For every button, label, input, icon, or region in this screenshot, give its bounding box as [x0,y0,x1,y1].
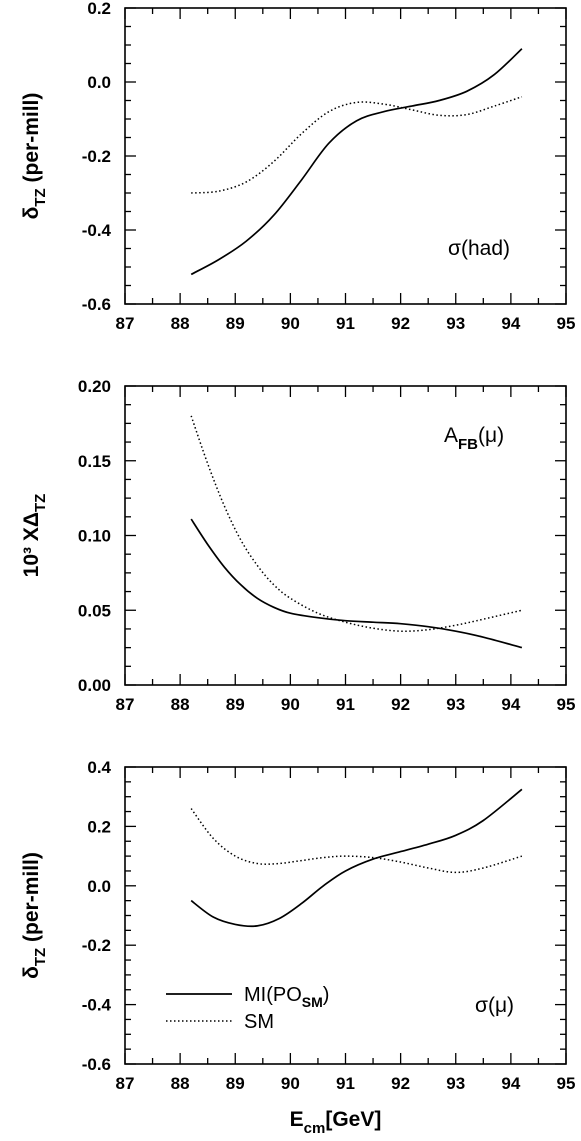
y-tick-label: 0.10 [78,527,111,546]
x-tick-label: 88 [171,1074,190,1093]
y-tick-label: 0.0 [87,877,111,896]
x-tick-label: 91 [336,695,355,714]
y-tick-label: 0.0 [87,73,111,92]
x-tick-label: 91 [336,1074,355,1093]
y-tick-label: -0.2 [82,936,111,955]
x-tick-label: 89 [226,1074,245,1093]
y-tick-label: -0.4 [82,996,112,1015]
y-axis-label: δTZ (per-mill) [20,93,49,220]
y-axis-label: 10³ XΔTZ [20,494,49,578]
y-tick-label: -0.2 [82,147,111,166]
panel-sigma-mu: 87 88 89 90 91 92 93 94 95 -0.6 -0.4 -0.2 0.0 0.2 0.4 δ… [20,758,575,1137]
y-tick-label: 0.00 [78,676,111,695]
x-tick-label: 94 [501,314,520,333]
y-axis-label: δTZ (per-mill) [20,852,49,979]
y-tick-label: 0.4 [87,758,111,777]
x-tick-label: 95 [557,695,576,714]
x-axis-label: Ecm[GeV] [290,1108,382,1137]
panel-annotation: σ(μ) [475,994,514,1017]
x-tick-label: 87 [116,695,135,714]
legend-label: MI(POSM) [244,984,329,1010]
series-line-dotted [191,96,523,194]
x-tick-label: 95 [557,1074,576,1093]
y-tick-label: -0.6 [82,295,111,314]
x-tick-label: 94 [501,695,520,714]
y-tick-label: 0.2 [87,817,111,836]
x-tick-label: 92 [391,314,410,333]
x-tick-label: 92 [391,695,410,714]
series-line-solid [190,518,523,649]
x-tick-label: 93 [446,695,465,714]
x-tick-label: 90 [281,695,300,714]
panel-afb-mu: 87 88 89 90 91 92 93 94 95 0.00 0.05 0.10 0.15 0.20 10… [20,377,575,714]
x-tick-label: 91 [336,314,355,333]
series-line-solid [190,788,523,928]
series-line-solid [190,48,523,276]
x-tick-label: 87 [116,1074,135,1093]
x-tick-label: 94 [501,1074,520,1093]
x-tick-label: 92 [391,1074,410,1093]
x-tick-label: 90 [281,1074,300,1093]
x-tick-label: 88 [171,314,190,333]
x-tick-label: 93 [446,314,465,333]
panel-annotation: σ(had) [448,237,510,260]
series-line-dotted [190,808,523,874]
y-tick-label: 0.15 [78,452,111,471]
x-tick-label: 87 [116,314,135,333]
plot-frame [124,766,567,1065]
x-tick-label: 90 [281,314,300,333]
y-tick-label: 0.20 [78,377,111,396]
x-tick-label: 88 [171,695,190,714]
panel-annotation: AFB(μ) [444,424,504,453]
y-tick-label: 0.2 [87,0,111,18]
x-tick-label: 93 [446,1074,465,1093]
y-tick-label: 0.05 [78,601,111,620]
y-tick-label: -0.4 [82,221,112,240]
x-tick-label: 89 [226,695,245,714]
panel-sigma-had: 87 88 89 90 91 92 93 94 95 -0.6 -0.4 -0.2 0.0 0.2 δTZ … [20,0,575,333]
legend-label: SM [244,1011,274,1033]
x-tick-label: 89 [226,314,245,333]
y-tick-label: -0.6 [82,1055,111,1074]
x-tick-label: 95 [557,314,576,333]
